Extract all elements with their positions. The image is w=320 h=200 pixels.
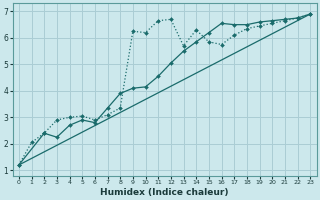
- X-axis label: Humidex (Indice chaleur): Humidex (Indice chaleur): [100, 188, 229, 197]
